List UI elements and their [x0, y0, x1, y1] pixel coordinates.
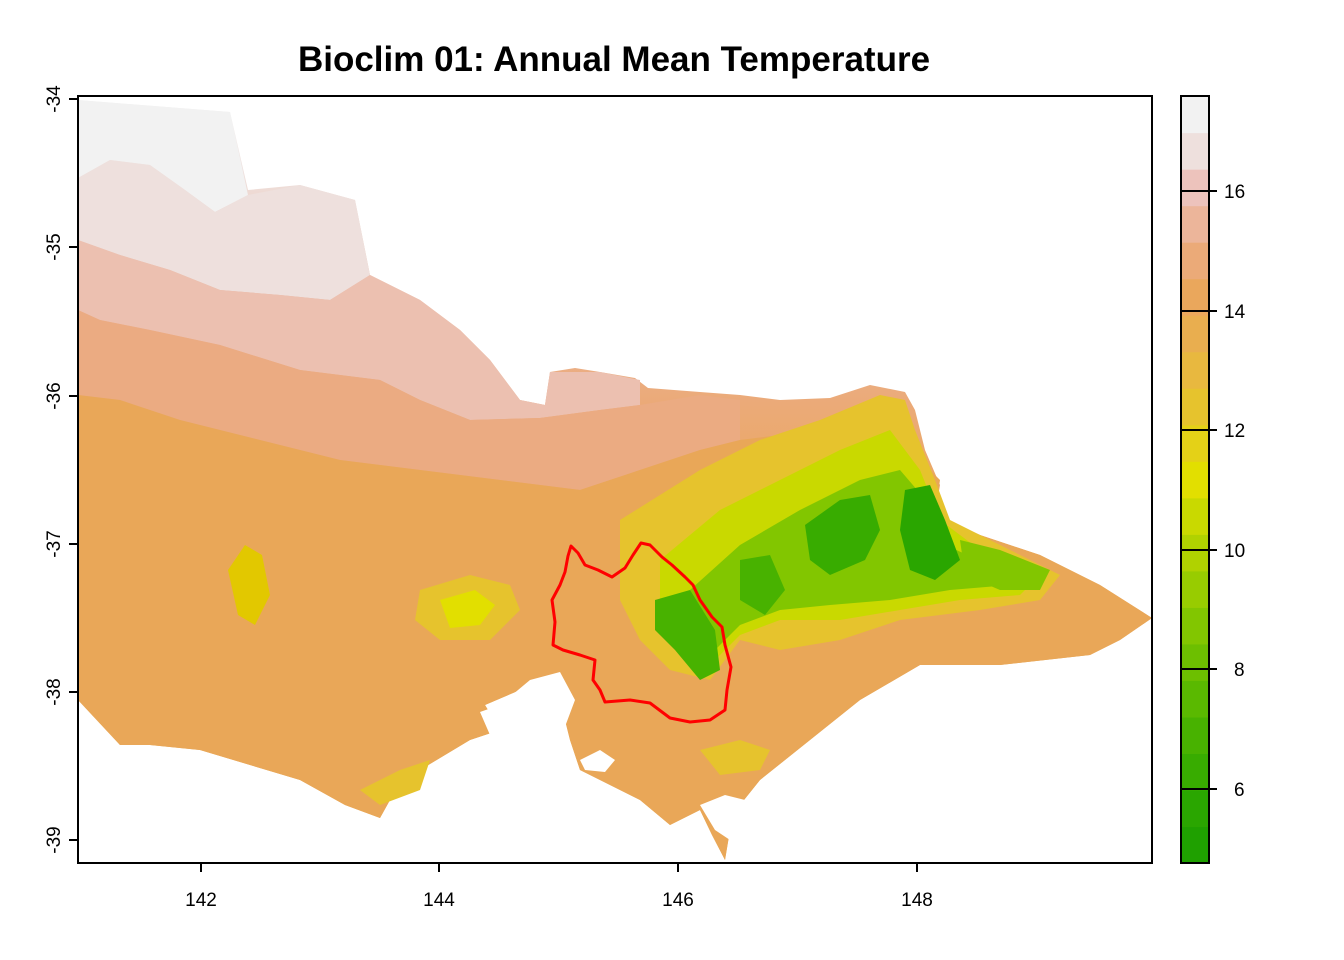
- legend-swatch: [1181, 826, 1209, 864]
- legend-swatch: [1181, 753, 1209, 791]
- legend-tick-16: 16: [1181, 182, 1245, 203]
- french-island: [580, 750, 615, 772]
- legend-color-bar: [1181, 96, 1209, 864]
- legend-swatch: [1181, 278, 1209, 316]
- port-phillip-bay: [480, 672, 575, 745]
- legend-swatch: [1181, 534, 1209, 572]
- legend-tick-label: 10: [1224, 541, 1245, 562]
- legend-frame: [1180, 95, 1210, 864]
- map-plot-area: [78, 100, 1152, 860]
- otways-highland: [360, 760, 430, 805]
- y-tick-label: -38: [44, 678, 65, 705]
- y-tick--39: -39: [44, 826, 78, 854]
- y-tick-label: -34: [44, 85, 65, 113]
- legend-swatch: [1181, 315, 1209, 353]
- legend-swatch: [1181, 169, 1209, 207]
- y-tick-label: -37: [44, 530, 65, 557]
- legend-swatch: [1181, 497, 1209, 535]
- alpine-peaks: [805, 495, 880, 575]
- legend-swatch: [1181, 132, 1209, 170]
- legend-swatch: [1181, 607, 1209, 645]
- western-port-bay: [700, 795, 745, 840]
- legend-tick-12: 12: [1181, 421, 1245, 442]
- x-tick-label: 148: [901, 890, 933, 911]
- y-tick-label: -39: [44, 826, 65, 853]
- northwest-warm-zone: [78, 100, 248, 212]
- x-axis: 142 144 146 148: [78, 862, 1152, 911]
- y-axis: -34 -35 -36 -37 -38 -39: [44, 85, 79, 863]
- y-tick--36: -36: [44, 382, 78, 410]
- legend-tick-label: 12: [1224, 421, 1245, 442]
- legend-swatch: [1181, 570, 1209, 608]
- y-tick--35: -35: [44, 233, 78, 261]
- y-tick--34: -34: [44, 85, 78, 113]
- legend-tick-8: 8: [1181, 660, 1245, 681]
- map-title: Bioclim 01: Annual Mean Temperature: [297, 40, 931, 79]
- x-tick-label: 146: [662, 890, 694, 911]
- study-area-boundary: [550, 541, 733, 724]
- y-tick--38: -38: [44, 678, 78, 706]
- baw-baw-peaks: [655, 590, 720, 680]
- legend-swatch: [1181, 680, 1209, 718]
- legend-tick-label: 8: [1234, 660, 1245, 681]
- x-tick-148: 148: [901, 863, 933, 911]
- legend-swatch: [1181, 643, 1209, 681]
- legend: 6 8 10 12 14 16: [1180, 95, 1246, 864]
- y-tick-label: -35: [44, 233, 65, 260]
- plains-zone: [78, 310, 740, 490]
- x-tick-142: 142: [185, 863, 217, 911]
- x-tick-label: 144: [423, 890, 455, 911]
- y-tick--37: -37: [44, 530, 78, 558]
- alpine-peaks-south: [740, 555, 785, 615]
- murray-zone: [78, 240, 640, 420]
- legend-swatch: [1181, 388, 1209, 426]
- legend-swatch: [1181, 242, 1209, 280]
- legend-tick-14: 14: [1181, 302, 1246, 323]
- legend-swatch: [1181, 351, 1209, 389]
- strzelecki-ranges: [700, 740, 770, 775]
- grampians-highland: [228, 545, 270, 625]
- legend-swatch: [1181, 205, 1209, 243]
- legend-tick-10: 10: [1181, 541, 1245, 562]
- legend-tick-label: 16: [1224, 182, 1245, 203]
- legend-swatch: [1181, 789, 1209, 828]
- alpine-peaks-east: [900, 485, 960, 580]
- legend-tick-label: 14: [1224, 302, 1246, 323]
- legend-tick-label: 6: [1234, 780, 1245, 801]
- north-warm-zone: [78, 160, 370, 300]
- legend-swatch: [1181, 716, 1209, 755]
- x-tick-144: 144: [423, 863, 455, 911]
- y-tick-label: -36: [44, 382, 65, 409]
- ballarat-highland-core: [440, 590, 495, 628]
- legend-swatch: [1181, 461, 1209, 499]
- legend-swatch: [1181, 96, 1209, 134]
- legend-tick-6: 6: [1181, 780, 1245, 801]
- x-tick-label: 142: [185, 890, 217, 911]
- east-coastal-strip: [960, 540, 1050, 590]
- x-tick-146: 146: [662, 863, 694, 911]
